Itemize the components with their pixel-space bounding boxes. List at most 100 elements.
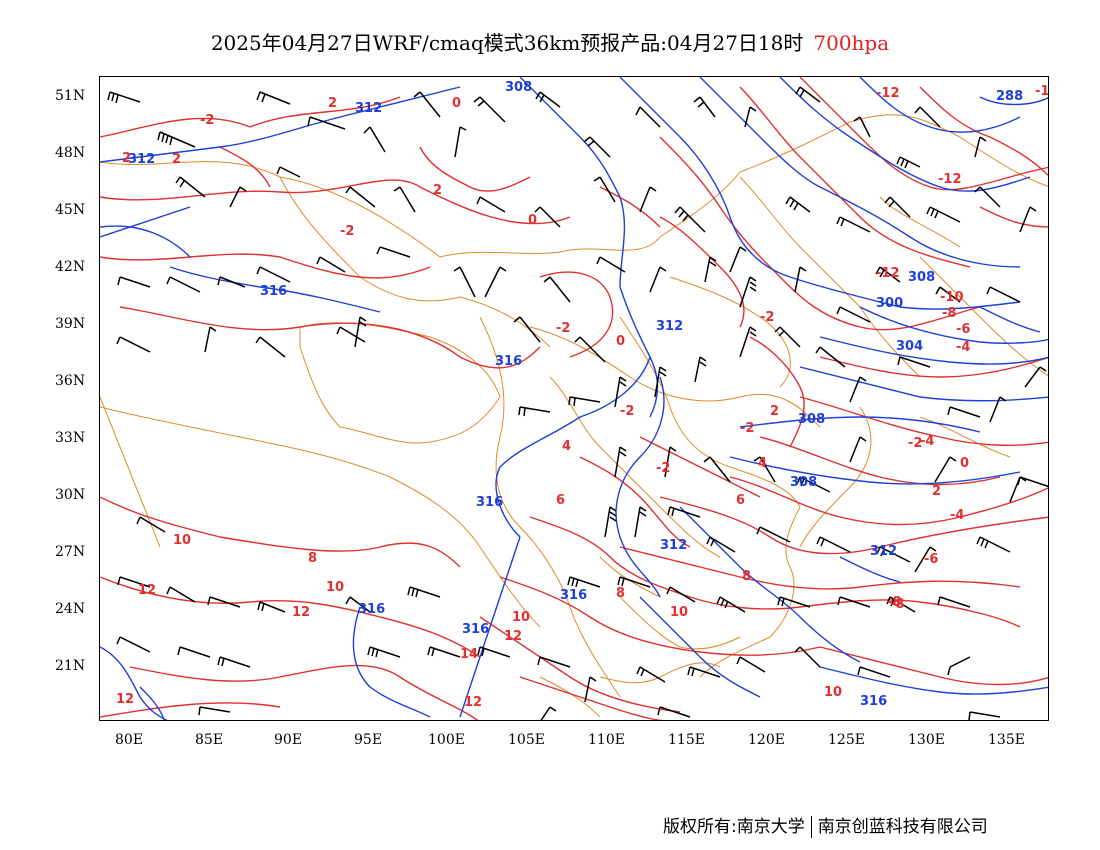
level-label: 700hpa: [813, 31, 890, 55]
temp-label: 12: [116, 692, 134, 707]
temp-label: -4: [956, 340, 970, 355]
temp-label: 8: [742, 569, 751, 584]
wind-barbs: [100, 86, 1048, 720]
temp-label: 0: [528, 213, 537, 228]
lat-label: 42N: [55, 259, 86, 275]
contour-labels: 312 312 308 288 316 312 316 300 304 308 …: [116, 80, 1049, 710]
height-label: 316: [462, 622, 489, 637]
temp-label: -2: [740, 421, 754, 436]
lon-label: 100E: [428, 732, 465, 748]
temp-label: -2: [908, 436, 922, 451]
lat-label: 33N: [55, 430, 86, 446]
lon-label: 130E: [908, 732, 945, 748]
height-label: 316: [260, 284, 287, 299]
height-label: 308: [505, 80, 532, 95]
lat-label: 36N: [55, 373, 86, 389]
copyright-right: 南京创蓝科技有限公司: [817, 817, 988, 837]
temp-label: -2: [620, 404, 634, 419]
lon-label: 125E: [828, 732, 865, 748]
temp-label: -10: [940, 290, 964, 305]
lon-label: 80E: [115, 732, 144, 748]
height-label: 316: [860, 694, 887, 709]
temp-label: 2: [770, 404, 779, 419]
lon-label: 115E: [668, 732, 705, 748]
lon-label: 120E: [748, 732, 785, 748]
temp-label: -2: [760, 310, 774, 325]
temp-label: 0: [960, 456, 969, 471]
temp-label: -12: [876, 86, 900, 101]
lon-label: 85E: [195, 732, 224, 748]
temp-label: -8: [887, 595, 901, 610]
temp-label: -6: [924, 552, 938, 567]
temp-label: -4: [920, 434, 934, 449]
height-label: 308: [790, 475, 817, 490]
height-label: 312: [355, 101, 382, 116]
height-label: 312: [656, 319, 683, 334]
temp-label: 10: [824, 685, 842, 700]
copyright: 版权所有:南京大学 南京创蓝科技有限公司: [663, 812, 988, 838]
temp-label: 12: [292, 605, 310, 620]
temp-label: -2: [656, 461, 670, 476]
temp-label: 2: [328, 96, 337, 111]
height-label: 304: [896, 339, 923, 354]
lon-label: 135E: [988, 732, 1025, 748]
temp-label: -8: [890, 597, 904, 612]
height-label: 316: [495, 354, 522, 369]
height-contours: [100, 77, 1048, 720]
title-text: 2025年04月27日WRF/cmaq模式36km预报产品:04月27日18时: [210, 31, 804, 55]
lat-label: 27N: [55, 544, 86, 560]
temp-label-group: 2 0 -2 -12 -1 2 2 0 -2 -12 -2 -2 0 -2 -2…: [116, 84, 1049, 710]
temp-label: 12: [504, 629, 522, 644]
temp-label: -12: [938, 172, 962, 187]
temp-label: 8: [308, 551, 317, 566]
temp-label: -1: [1035, 84, 1049, 99]
temp-label: 10: [670, 605, 688, 620]
height-label: 308: [908, 270, 935, 285]
temp-label: 2: [433, 183, 442, 198]
lat-label: 30N: [55, 487, 86, 503]
temp-label: 10: [326, 580, 344, 595]
temp-label: 4: [562, 439, 571, 454]
copyright-divider: [810, 816, 812, 838]
height-label: 308: [798, 412, 825, 427]
lat-label: 48N: [55, 145, 86, 161]
temp-label: 10: [512, 610, 530, 625]
temp-label: 12: [138, 583, 156, 598]
height-label-group: 312 312 308 288 316 312 316 300 304 308 …: [128, 80, 1023, 709]
temp-label: -6: [956, 322, 970, 337]
map-svg: 312 312 308 288 316 312 316 300 304 308 …: [100, 77, 1049, 720]
temp-label: 0: [616, 334, 625, 349]
temp-label: -8: [942, 306, 956, 321]
temp-label: 0: [452, 96, 461, 111]
temp-label: 2: [932, 484, 941, 499]
temp-label: -2: [556, 321, 570, 336]
height-label: 300: [876, 296, 903, 311]
temp-label: 6: [556, 493, 565, 508]
temp-label: -2: [340, 224, 354, 239]
lon-label: 90E: [274, 732, 303, 748]
height-label: 316: [476, 495, 503, 510]
copyright-left: 版权所有:南京大学: [663, 817, 805, 837]
height-label: 312: [870, 544, 897, 559]
temp-label: -12: [876, 266, 900, 281]
height-label: 316: [560, 588, 587, 603]
height-label: 288: [996, 89, 1023, 104]
lat-label: 21N: [55, 658, 86, 674]
temp-label: -2: [200, 113, 214, 128]
height-label: 316: [358, 602, 385, 617]
temp-label: 6: [736, 493, 745, 508]
lon-label: 95E: [354, 732, 383, 748]
lat-label: 51N: [55, 88, 86, 104]
map-frame: 312 312 308 288 316 312 316 300 304 308 …: [99, 76, 1049, 721]
lon-label: 110E: [588, 732, 625, 748]
temperature-contours: [100, 77, 1048, 720]
temp-label: 2: [172, 152, 181, 167]
lat-label: 24N: [55, 601, 86, 617]
temp-label: -4: [950, 508, 964, 523]
height-label: 312: [128, 152, 155, 167]
temp-label: 14: [460, 647, 478, 662]
lat-label: 39N: [55, 316, 86, 332]
temp-label: 8: [616, 586, 625, 601]
temp-label: 2: [122, 151, 131, 166]
temp-label: 10: [173, 533, 191, 548]
